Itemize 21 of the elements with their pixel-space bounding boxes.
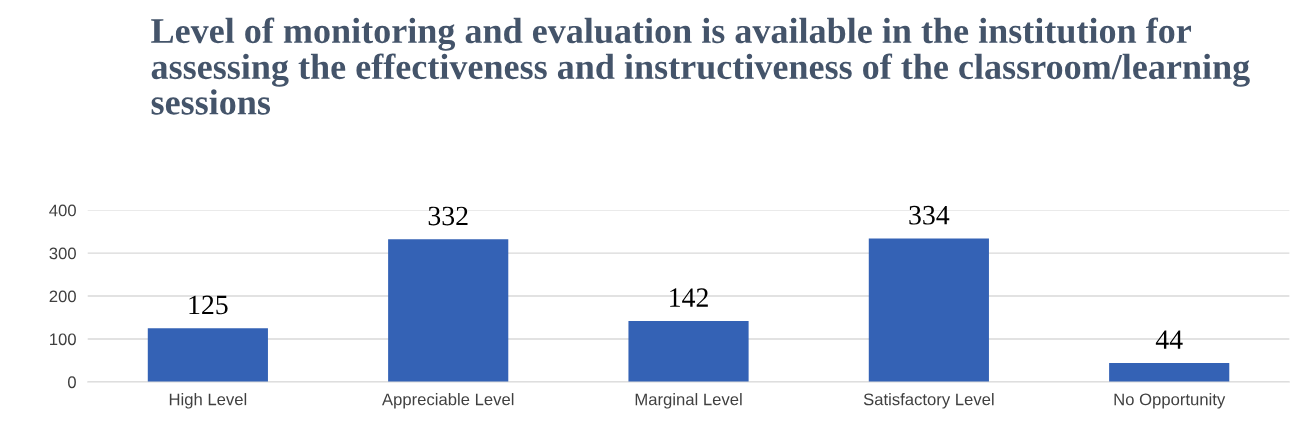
y-tick-label: 300 [49,247,76,260]
chart-title: Level of monitoring and evaluation is available in the institution for assessing the effectiveness and instructiveness of the classroom/learning sessions [151,17,1250,115]
y-tick-label: 0 [67,376,76,389]
data-label: 44 [1155,330,1183,349]
data-label: 142 [670,288,708,307]
y-tick-label: 400 [49,204,76,217]
x-tick-label: Satisfactory Level [863,393,994,409]
x-tick-label: Marginal Level [635,393,742,409]
data-label: 332 [428,206,468,226]
data-label: 334 [909,205,950,225]
y-tick-label: 100 [50,333,76,346]
x-tick-label: No Opportunity [1114,393,1226,409]
bar [388,239,509,382]
bar [1109,363,1230,382]
bar [868,238,989,382]
x-tick-label: High Level [169,393,247,409]
bar [147,328,268,382]
bar [628,320,749,382]
x-tick-label: Appreciable Level [381,393,514,409]
y-tick-label: 200 [49,290,76,303]
data-label: 125 [189,295,228,315]
